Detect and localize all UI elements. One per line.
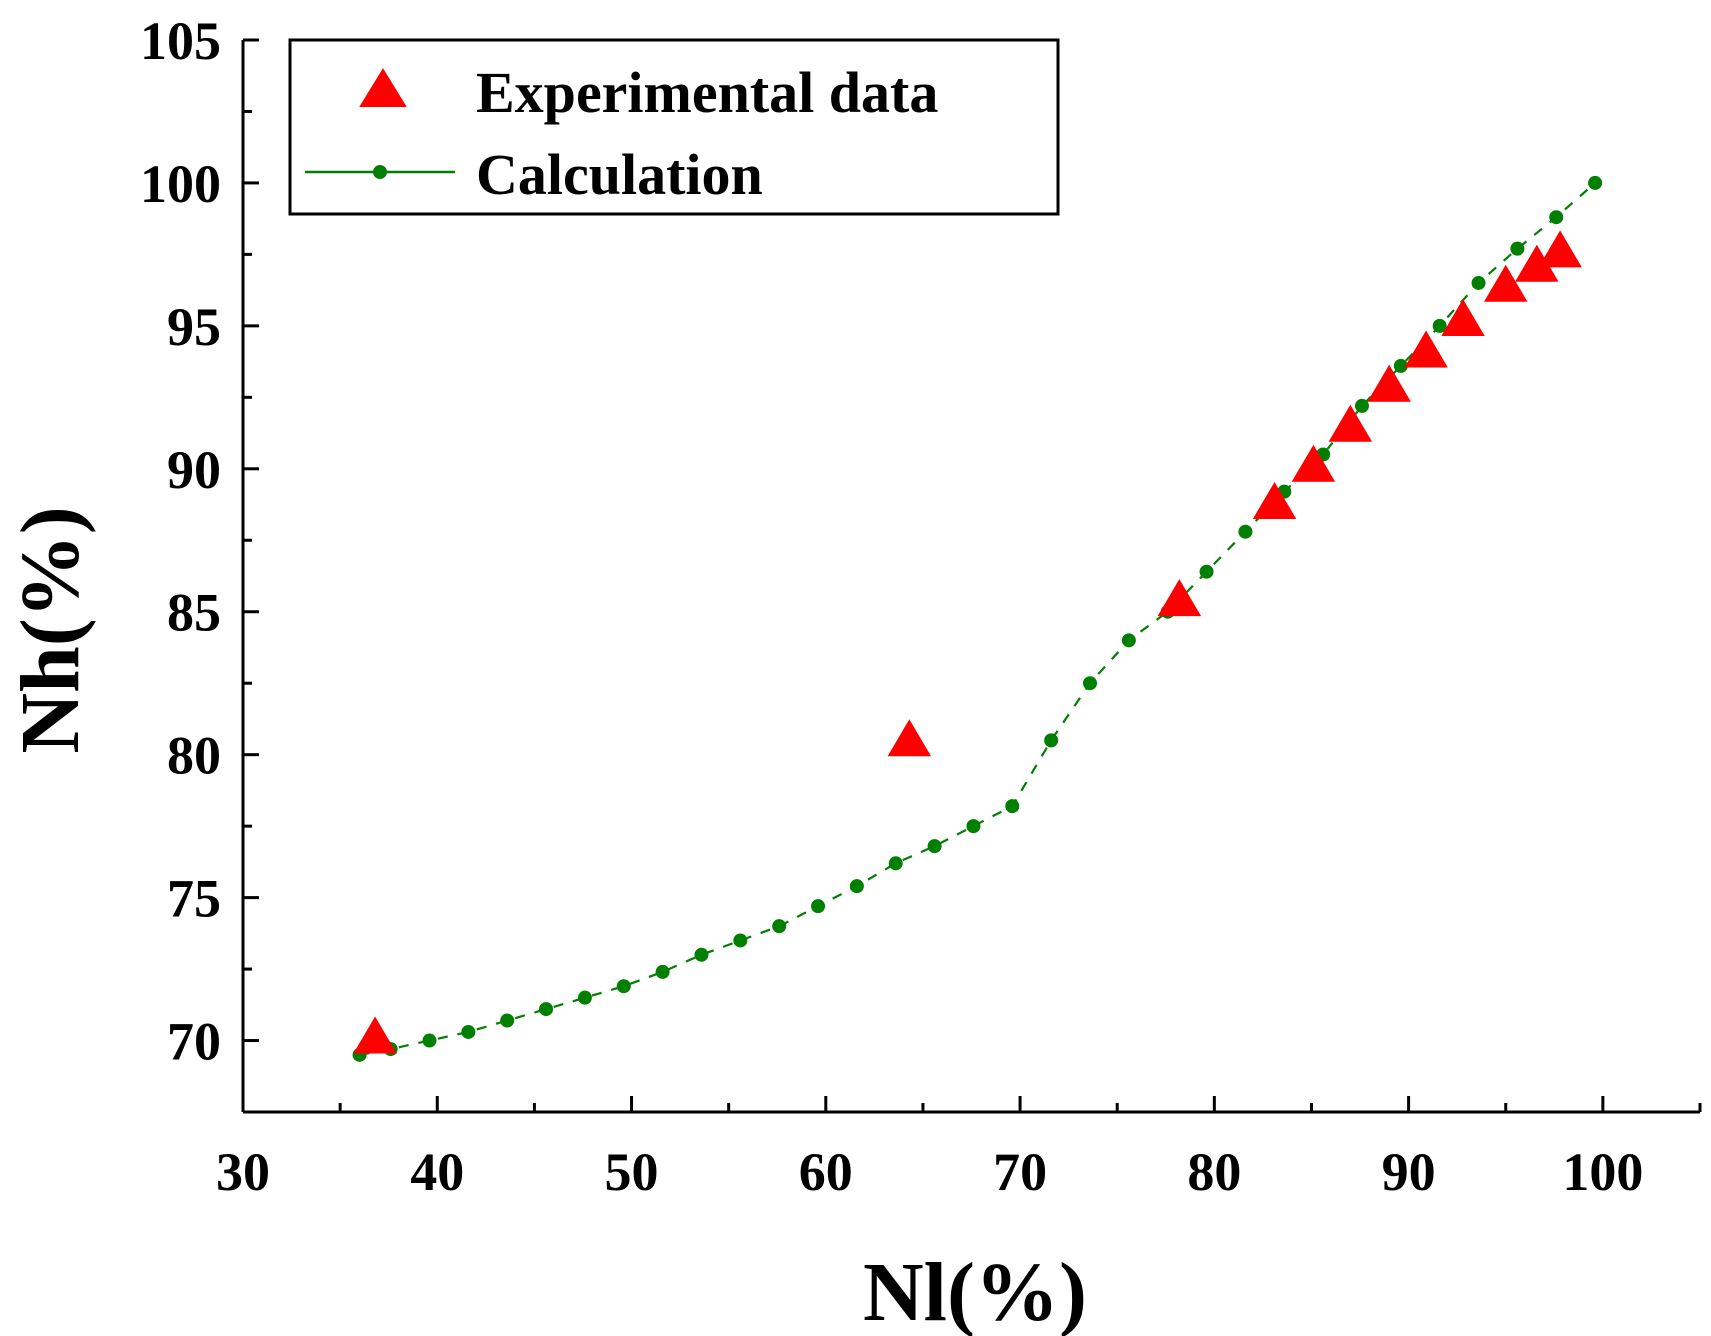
calculation-point [1083,676,1098,691]
y-axis-title: Nh(%) [4,506,97,753]
calculation-point [849,879,864,894]
plot-area [352,175,1603,1062]
legend-label-calculation: Calculation [476,142,763,207]
y-tick-label: 70 [167,1012,221,1072]
x-tick-label: 50 [605,1142,659,1202]
calculation-point [461,1024,476,1039]
experimental-point [1441,299,1485,337]
legend: Experimental data Calculation [288,38,1060,216]
calculation-point [1393,358,1408,373]
experimental-point [1483,264,1528,302]
calculation-point [1471,275,1486,290]
x-tick-label: 60 [799,1142,853,1202]
calculation-point [772,919,787,934]
calculation-point [1121,633,1136,648]
calculation-point [1005,799,1020,814]
experimental-point [887,719,932,757]
calculation-point [1354,398,1369,413]
experimental-point [1367,364,1411,402]
calculation-point [539,1002,554,1017]
calculation-point [927,839,942,854]
calculation-point [1199,564,1214,579]
calculation-point [694,947,709,962]
calculation-point [1510,241,1525,256]
x-tick-label: 30 [216,1142,270,1202]
calculation-point [655,964,670,979]
experimental-point [1404,330,1448,368]
experimental-point [1291,444,1336,482]
legend-box [288,38,1060,216]
calculation-point [811,899,826,914]
x-tick-label: 90 [1382,1142,1436,1202]
experimental-point [1538,230,1582,268]
y-tick-label: 105 [140,11,221,71]
experimental-point [1252,481,1297,519]
legend-label-experimental: Experimental data [476,60,938,125]
y-tick-label: 80 [167,726,221,786]
calculation-point [733,933,748,948]
x-tick-label: 40 [410,1142,464,1202]
x-tick-label: 80 [1187,1142,1241,1202]
legend-marker-experimental [359,68,407,107]
y-tick-label: 85 [167,583,221,643]
y-tick-label: 75 [167,869,221,929]
experimental-point [353,1016,397,1054]
experimental-point [1157,579,1202,617]
calculation-point [966,819,981,834]
calculation-point [1588,175,1603,190]
calculation-point [1549,210,1564,225]
x-tick-label: 70 [993,1142,1047,1202]
calculation-point [422,1033,437,1048]
x-tick-label: 100 [1562,1142,1643,1202]
calculation-line [359,182,1596,1056]
legend-marker-calculation [373,165,387,179]
axes: 30 40 50 60 70 80 90 100 70 75 80 85 90 95 100 105 [140,11,1702,1202]
calculation-point [616,979,631,994]
x-axis-title: Nl(%) [863,1246,1087,1336]
calculation-point [577,990,592,1005]
calculation-point [1044,733,1059,748]
y-tick-label: 100 [140,154,221,214]
calculation-point [500,1013,515,1028]
calculation-point [1238,524,1253,539]
experimental-point [1328,404,1373,442]
calculation-point [1432,318,1447,333]
y-tick-label: 95 [167,297,221,357]
y-tick-label: 90 [167,440,221,500]
calculation-point [888,856,903,871]
